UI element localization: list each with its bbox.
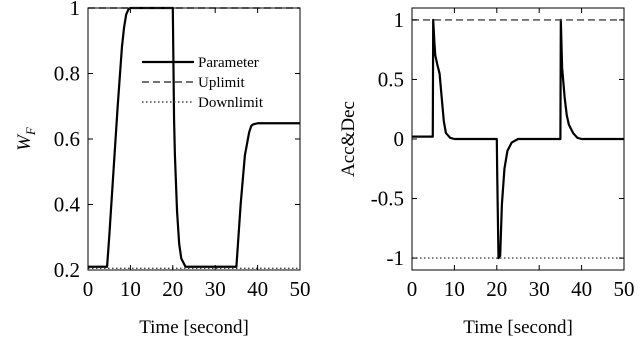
x-tick-label: 30 <box>205 277 226 301</box>
plot-frame <box>87 7 301 271</box>
y-tick-label: 0.4 <box>54 193 81 217</box>
legend-label-parameter: Parameter <box>198 55 259 71</box>
x-tick-label: 10 <box>120 277 141 301</box>
y-tick-label: 0.5 <box>378 67 404 91</box>
x-tick-label: 20 <box>486 277 507 301</box>
legend-label-uplimit: Uplimit <box>198 75 246 91</box>
x-tick-label: 40 <box>571 277 592 301</box>
x-tick-label: 0 <box>407 277 418 301</box>
x-axis-label: Time [second] <box>139 317 249 338</box>
y-tick-label: 0 <box>394 127 405 151</box>
y-tick-label: 0.8 <box>54 62 80 86</box>
x-tick-label: 10 <box>444 277 465 301</box>
x-tick-label: 30 <box>529 277 550 301</box>
x-tick-label: 0 <box>83 277 94 301</box>
right-panel: 0 10 20 30 40 50 -1 -0.5 0 0.5 1 Time [second] Acc&D… <box>338 7 635 338</box>
legend: Parameter Uplimit Downlimit <box>142 55 264 111</box>
y-tick-label: -0.5 <box>371 187 404 211</box>
y-axis-label: WF <box>14 126 38 151</box>
y-tick-label: 0.6 <box>54 127 80 151</box>
series-line-parameter <box>88 6 300 268</box>
y-tick-label: 0.2 <box>54 258 80 282</box>
y-axis-label: Acc&Dec <box>338 101 359 177</box>
y-tick-label: -1 <box>387 246 405 270</box>
legend-label-downlimit: Downlimit <box>198 95 264 111</box>
x-tick-label: 40 <box>247 277 268 301</box>
x-tick-label: 20 <box>162 277 183 301</box>
x-tick-label: 50 <box>614 277 635 301</box>
x-tick-label: 50 <box>290 277 311 301</box>
series-line-solid <box>412 18 624 260</box>
left-panel: 0 10 20 30 40 50 0.2 0.4 0.6 0.8 1 Time [second] WF P… <box>14 0 311 338</box>
y-tick-label: 1 <box>70 0 81 20</box>
x-axis-label: Time [second] <box>463 317 573 338</box>
y-tick-label: 1 <box>394 8 405 32</box>
